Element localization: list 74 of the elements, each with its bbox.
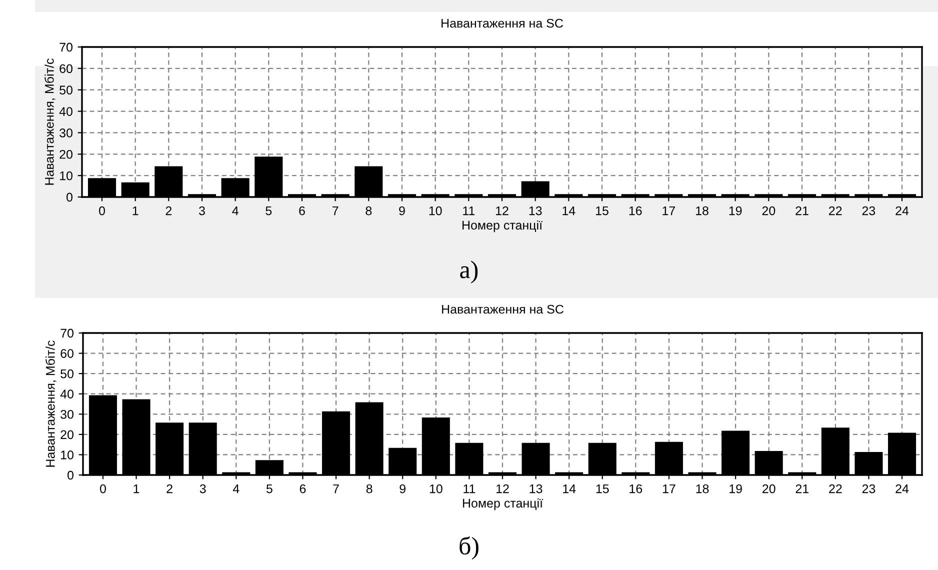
x-tick-label: 21 — [796, 484, 808, 494]
y-tick-label: 30 — [60, 128, 72, 138]
x-tick-label: 7 — [333, 484, 339, 494]
x-tick-label: 6 — [300, 484, 306, 494]
x-tick-label: 13 — [530, 484, 542, 494]
x-tick-label: 14 — [562, 206, 576, 216]
x-tick-label: 20 — [762, 206, 776, 216]
y-axis-title: Навантаження, Мбіт/с — [44, 58, 56, 185]
x-axis-title: Номер станції — [462, 220, 542, 232]
chart-title: Навантаження на SC — [442, 18, 563, 28]
x-tick-label: 5 — [266, 206, 272, 216]
x-tick-label: 0 — [100, 484, 106, 494]
x-tick-label: 9 — [399, 206, 405, 216]
x-tick-label: 19 — [730, 484, 742, 494]
x-tick-label: 23 — [862, 484, 876, 494]
x-tick-label: 15 — [596, 484, 609, 494]
x-tick-label: 19 — [729, 206, 742, 216]
x-tick-label: 23 — [862, 206, 876, 216]
y-tick-label: 0 — [68, 470, 74, 480]
text: а) — [460, 260, 478, 284]
x-tick-label: 12 — [496, 484, 509, 494]
x-tick-label: 22 — [829, 206, 842, 216]
x-tick-label: 3 — [199, 206, 205, 216]
x-tick-label: 21 — [796, 206, 808, 216]
y-tick-label: 70 — [60, 328, 74, 338]
x-tick-label: 17 — [662, 206, 675, 216]
x-tick-label: 24 — [896, 484, 909, 494]
x-tick-label: 3 — [200, 484, 206, 494]
x-tick-label: 16 — [629, 206, 642, 216]
x-tick-label: 4 — [232, 484, 240, 494]
x-tick-label: 15 — [596, 206, 608, 216]
x-tick-label: 17 — [662, 484, 676, 494]
x-tick-label: 1 — [132, 206, 138, 216]
x-tick-label: 11 — [463, 206, 475, 216]
x-tick-label: 20 — [762, 484, 776, 494]
x-tick-label: 24 — [896, 206, 909, 216]
y-tick-label: 30 — [60, 410, 74, 419]
x-tick-label: 16 — [630, 484, 642, 494]
x-tick-label: 13 — [529, 206, 542, 216]
text: б) — [460, 536, 478, 560]
x-tick-label: 2 — [166, 206, 172, 216]
x-tick-label: 10 — [430, 484, 442, 494]
x-tick-label: 0 — [99, 206, 105, 216]
y-tick-label: 20 — [60, 150, 72, 159]
x-tick-label: 6 — [299, 206, 305, 216]
chart-title: Навантаження на SC — [442, 304, 564, 314]
x-tick-label: 18 — [696, 484, 709, 494]
x-tick-label: 2 — [166, 484, 172, 494]
y-tick-label: 70 — [60, 42, 72, 52]
x-axis-title: Номер станції — [463, 498, 543, 510]
y-tick-label: 40 — [59, 107, 72, 116]
y-tick-label: 0 — [66, 192, 72, 202]
x-tick-label: 8 — [366, 206, 372, 216]
y-tick-label: 50 — [60, 86, 72, 95]
y-tick-label: 60 — [60, 64, 72, 74]
x-tick-label: 5 — [266, 484, 272, 494]
y-tick-label: 50 — [60, 369, 74, 378]
y-tick-label: 20 — [60, 430, 74, 440]
x-tick-label: 10 — [429, 206, 442, 216]
x-tick-label: 4 — [232, 206, 238, 216]
x-tick-label: 9 — [400, 484, 406, 494]
x-tick-label: 14 — [563, 484, 576, 494]
x-tick-label: 18 — [696, 206, 708, 216]
x-tick-label: 8 — [366, 484, 372, 494]
x-tick-label: 11 — [464, 484, 476, 494]
x-tick-label: 12 — [496, 206, 508, 216]
x-tick-label: 7 — [332, 206, 338, 216]
y-tick-label: 40 — [60, 390, 74, 399]
y-axis-title: Навантаження, Мбіт/с — [46, 340, 56, 467]
x-tick-label: 1 — [134, 484, 140, 494]
x-tick-label: 22 — [829, 484, 842, 494]
y-tick-label: 60 — [60, 349, 74, 358]
y-tick-label: 10 — [61, 450, 74, 460]
y-tick-label: 10 — [60, 171, 72, 180]
